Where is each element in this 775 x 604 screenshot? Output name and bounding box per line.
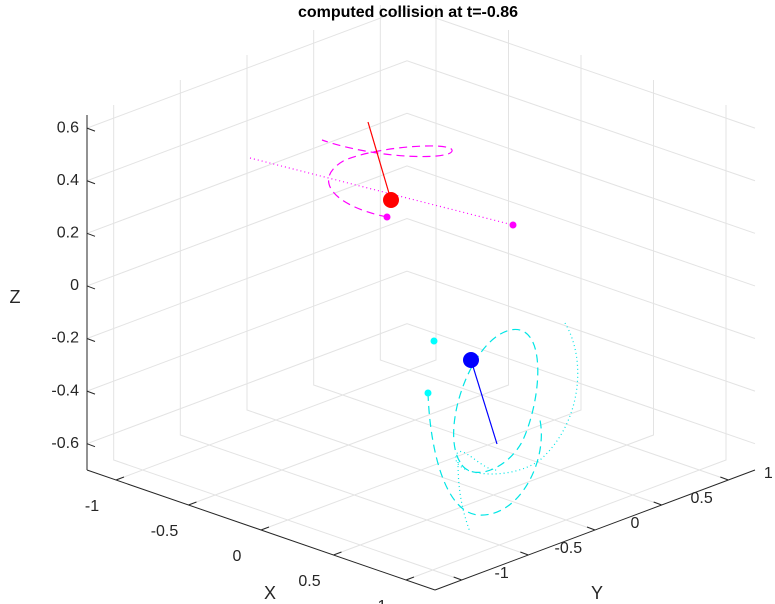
tick-mark [260,526,270,531]
grid-line [405,105,727,581]
y-axis-label: Y [591,583,603,603]
point [424,389,432,397]
grid [86,5,756,581]
z-tick-label: 0.6 [57,119,79,136]
velocity [470,359,498,445]
y-tick-label: -1 [495,565,509,582]
z-tick-label: -0.4 [51,382,79,399]
grid-line [86,7,756,129]
z-tick-label: 0 [70,277,79,294]
grid-line [86,165,756,287]
z-axis-label: Z [10,287,21,307]
tick-mark [653,501,662,506]
point [430,337,438,345]
grid-line [113,105,462,581]
tick-mark [188,501,197,506]
velocity [367,121,392,201]
tick-mark [86,390,96,395]
tick-mark [86,127,96,132]
tick-mark [86,285,96,290]
z-tick-label: 0.4 [57,172,79,189]
x-axis-label: X [264,583,276,603]
grid-line [188,30,509,506]
tick-mark [115,476,125,481]
tick-mark [86,180,96,185]
tick-mark [453,576,462,581]
trajectory [321,139,453,218]
tick-mark [86,443,96,448]
y-axis [434,469,756,591]
x-axis [86,469,436,591]
z-tick-label: -0.6 [51,435,79,452]
trajectory [453,329,539,473]
grid-line [115,5,437,481]
trajectory [427,392,542,516]
tick-mark [586,526,596,531]
object [383,192,399,208]
grid-line [333,80,654,556]
chart-title: computed collision at t=-0.86 [298,4,518,21]
grid-line [86,270,756,392]
y-tick-label: 1 [764,465,773,482]
trajectory [455,322,579,533]
z-tick-label: 0.2 [57,225,79,242]
x-tick-label: -1 [85,498,99,515]
tick-mark [405,576,415,581]
tick-mark [86,232,96,237]
point [509,221,517,229]
axes: -1 -0.5 0 0.5 1 -1 -0.5 0 0.5 1 -0.6 -0.4 -0.2 0 0.2 0.… [51,115,773,604]
grid-line [86,217,756,339]
grid-line [260,55,582,531]
point [383,213,391,221]
grid-line [246,55,596,531]
grid-line [86,323,756,445]
grid-line [313,30,662,506]
grid-line [86,112,756,234]
tick-mark [86,338,96,342]
x-tick-label: 1 [378,598,387,604]
x-tick-label: -0.5 [151,523,179,540]
y-tick-label: 0 [631,515,640,532]
x-tick-label: 0.5 [298,573,320,590]
grid-line [179,80,529,556]
object [463,352,479,368]
tick-mark [720,476,729,481]
grid-line [379,5,729,481]
x-tick-label: 0 [233,548,242,565]
z-tick-label: -0.2 [51,330,79,347]
tick-mark [333,551,342,556]
y-tick-label: -0.5 [555,540,583,557]
grid-line [86,60,756,182]
tick-mark [520,551,529,556]
y-tick-label: 0.5 [691,490,713,507]
